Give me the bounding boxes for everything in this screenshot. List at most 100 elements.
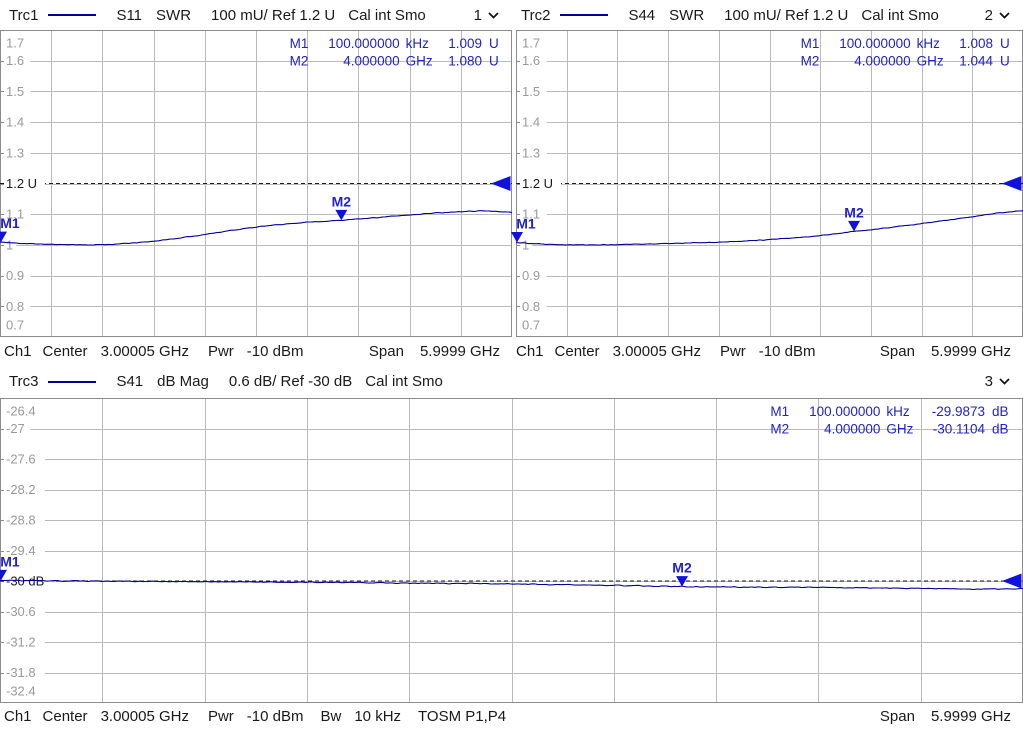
center-value: 3.00005 GHz xyxy=(612,342,701,360)
trace-color-sample xyxy=(48,380,97,383)
plot-area-trc3: -26.4 -27 -27.6 -28.2 -28.8 -29.4 -30 dB -30.6-… xyxy=(0,398,1023,703)
marker-symbol-M2[interactable] xyxy=(676,576,689,587)
power-label: Pwr xyxy=(719,342,746,360)
power-value: -10 dBm xyxy=(758,342,816,360)
center-value: 3.00005 GHz xyxy=(100,342,189,360)
marker-label-M2: M2 xyxy=(332,193,352,209)
tick-label-bg xyxy=(4,665,45,680)
readout-freq-unit-M2: GHz xyxy=(886,422,913,437)
tick-label-bg xyxy=(4,53,31,69)
tick-label-bg xyxy=(520,114,547,130)
tick-label-bg xyxy=(4,268,31,284)
ref-tick-label: 1.2 U xyxy=(6,176,37,191)
trace-name[interactable]: Trc3 xyxy=(9,373,39,390)
trace-curve-s44-swr[interactable] xyxy=(515,210,1023,246)
y-tick-label: 1.7 xyxy=(6,36,24,51)
ref-level-arrow[interactable] xyxy=(491,176,511,191)
panel-trc1: Trc1 S11 SWR 100 mU/ Ref 1.2 U Cal int S… xyxy=(0,0,513,365)
channel-label: Ch1 xyxy=(4,708,32,725)
span-label: Span xyxy=(879,708,915,725)
cal-status: Cal int Smo xyxy=(861,6,939,24)
center-value: 3.00005 GHz xyxy=(100,708,189,725)
window-selector[interactable]: 3 xyxy=(985,373,1010,390)
readout-value-M1: -29.9873 xyxy=(932,404,985,419)
readout-value-unit-M1: U xyxy=(489,36,499,51)
plot-area-trc1: 1.7 1.6 1.5 1.4 1.3 1.2 U 1.1 1 0.9 0.8 0.7 M1 M2 M1 1… xyxy=(0,30,513,337)
y-tick-label: 1.3 xyxy=(522,145,540,160)
span-label: Span xyxy=(879,342,915,360)
tick-label-bg xyxy=(4,451,45,467)
y-tick-label: 0.9 xyxy=(6,268,24,283)
readout-value-M1: 1.008 xyxy=(959,36,993,51)
trace-curve-s41-db-mag[interactable] xyxy=(0,579,1023,591)
y-tick-label: 1.3 xyxy=(6,145,24,160)
window-selector[interactable]: 1 xyxy=(474,7,499,24)
readout-value-unit-M1: dB xyxy=(992,404,1009,419)
window-number: 3 xyxy=(984,373,993,390)
y-tick-label: 0.9 xyxy=(522,268,540,283)
readout-value-unit-M1: U xyxy=(1000,36,1010,51)
cal-status: Cal int Smo xyxy=(365,373,443,390)
y-tick-label: 0.8 xyxy=(522,299,540,314)
y-tick-label: 0.7 xyxy=(522,318,540,333)
scale-ref-setting: 100 mU/ Ref 1.2 U xyxy=(724,6,849,24)
plot-trc3: -26.4-27-27.6-28.2-28.8-29.4-30 dB-30.6-… xyxy=(0,398,1023,703)
readout-name-M2: M2 xyxy=(770,422,789,437)
tick-label-bg xyxy=(4,35,31,51)
readout-name-M2: M2 xyxy=(801,54,820,69)
readout-value-M2: -30.1104 xyxy=(933,422,986,437)
readout-freq-M2: 4.000000 xyxy=(824,422,880,437)
tick-label-bg xyxy=(4,512,45,528)
readout-value-M1: 1.009 xyxy=(448,36,482,51)
channel-footer-trc2: Ch1 Center 3.00005 GHz Pwr -10 dBm Span … xyxy=(512,337,1023,365)
tick-label-bg xyxy=(4,298,31,314)
channel-label: Ch1 xyxy=(4,342,32,360)
readout-value-unit-M2: U xyxy=(489,54,499,69)
tick-label-bg xyxy=(520,145,547,161)
trace-format: SWR xyxy=(669,6,705,24)
marker-symbol-M1[interactable] xyxy=(0,569,7,581)
readout-name-M1: M1 xyxy=(290,36,309,51)
trace-name[interactable]: Trc2 xyxy=(521,6,551,24)
center-label: Center xyxy=(554,342,600,360)
marker-symbol-M2[interactable] xyxy=(848,220,861,232)
y-tick-label: -26.4 xyxy=(6,404,36,419)
y-tick-label: 0.7 xyxy=(6,318,24,333)
trace-curve-s11-swr[interactable] xyxy=(0,210,513,246)
y-tick-label: -32.4 xyxy=(6,684,36,699)
plot-border xyxy=(0,398,1023,703)
plot-trc1: 1.7 1.6 1.5 1.4 1.3 1.2 U 1.1 1 0.9 0.8 0.7 M1 M2 M1 1… xyxy=(0,30,513,337)
trace-color-sample xyxy=(48,14,97,16)
tick-label-bg xyxy=(520,268,547,284)
chevron-down-icon xyxy=(999,11,1010,19)
tick-label-bg xyxy=(4,176,45,191)
marker-symbol-M1[interactable] xyxy=(0,231,7,243)
readout-freq-M1: 100.000000 xyxy=(328,36,399,51)
trace-color-sample xyxy=(560,14,609,16)
tick-label-bg xyxy=(520,35,547,51)
y-tick-label: 1.5 xyxy=(522,84,540,99)
trace-format: dB Mag xyxy=(157,373,209,390)
chevron-down-icon xyxy=(488,11,499,19)
y-tick-label: 1.7 xyxy=(522,36,540,51)
measurement-parameter: S11 xyxy=(116,6,143,24)
readout-freq-unit-M1: kHz xyxy=(917,36,940,51)
marker-label-M2: M2 xyxy=(844,204,864,220)
center-label: Center xyxy=(42,708,88,725)
ref-level-arrow[interactable] xyxy=(1002,573,1022,589)
readout-value-M2: 1.080 xyxy=(448,54,482,69)
tick-label-bg xyxy=(520,53,547,69)
window-number: 1 xyxy=(473,6,482,24)
marker-symbol-M1[interactable] xyxy=(511,231,523,243)
tick-label-bg xyxy=(4,206,31,222)
marker-symbol-M2[interactable] xyxy=(335,209,348,221)
trace-name[interactable]: Trc1 xyxy=(9,6,39,24)
ref-level-arrow[interactable] xyxy=(1002,176,1022,191)
tick-label-bg xyxy=(4,237,17,253)
tick-label-bg xyxy=(4,145,31,161)
tick-label-bg xyxy=(4,683,45,699)
tick-label-bg xyxy=(520,206,547,222)
y-tick-label: -29.4 xyxy=(6,543,36,558)
trace-header-trc3: Trc3 S41 dB Mag 0.6 dB/ Ref -30 dB Cal i… xyxy=(0,365,1023,398)
window-selector[interactable]: 2 xyxy=(985,7,1010,24)
